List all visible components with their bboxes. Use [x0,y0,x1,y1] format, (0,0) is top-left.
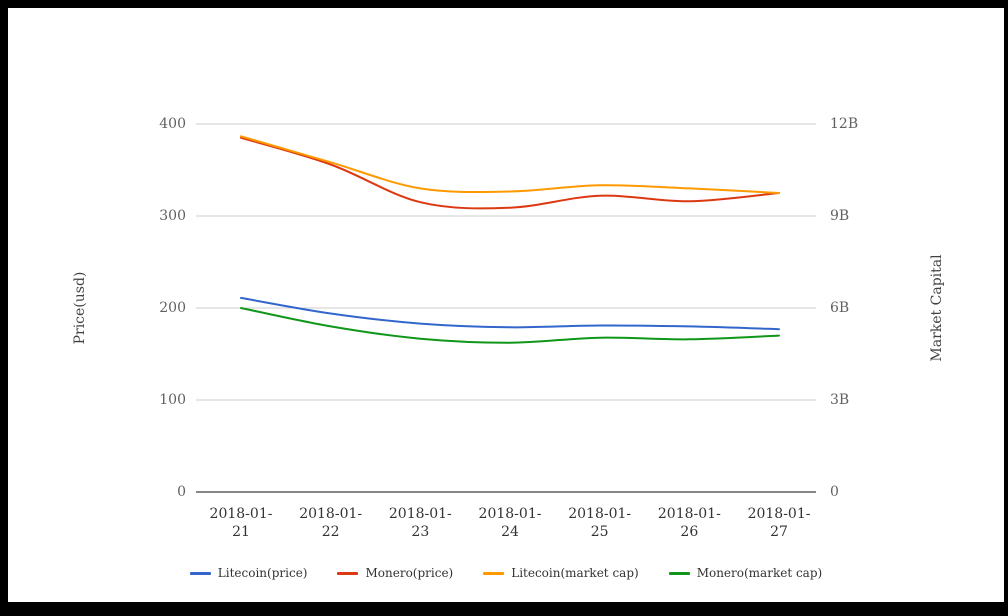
line-chart-plot-area[interactable] [8,8,1004,602]
y-tick-label-right: 6B [830,300,850,316]
legend-dash-icon [189,571,211,575]
x-tick-label: 2018-01- 21 [209,506,273,540]
y-tick-label-left: 300 [159,208,186,224]
y-axis-title-left: Price(usd) [72,271,88,345]
chart-legend: Litecoin(price) Monero(price) Litecoin(m… [8,566,1004,580]
y-tick-label-left: 100 [159,392,186,408]
chart-canvas: Price(usd) Market Capital 400 300 200 100 0 … [8,8,1004,602]
y-tick-label-left: 200 [159,300,186,316]
series-line-litecoin-price-[interactable] [240,296,780,331]
y-tick-label-right: 0 [830,484,839,500]
x-tick-label: 2018-01- 22 [299,506,363,540]
legend-label: Litecoin(market cap) [511,566,639,580]
legend-label: Litecoin(price) [217,566,308,580]
y-tick-label-right: 12B [830,116,859,132]
series-line-monero-market-cap-[interactable] [240,307,780,344]
legend-item-litecoin-price[interactable]: Litecoin(price) [189,566,308,580]
legend-item-litecoin-market-cap[interactable]: Litecoin(market cap) [483,566,639,580]
x-tick-label: 2018-01- 27 [747,506,811,540]
x-tick-label: 2018-01- 23 [388,506,452,540]
x-tick-label: 2018-01- 25 [568,506,632,540]
series-line-monero-price-[interactable] [240,136,780,210]
legend-dash-icon [668,571,690,575]
y-axis-title-right: Market Capital [929,254,945,362]
x-tick-label: 2018-01- 24 [478,506,542,540]
y-tick-label-right: 3B [830,392,850,408]
legend-label: Monero(market cap) [696,566,823,580]
y-tick-label-right: 9B [830,208,850,224]
legend-dash-icon [483,571,505,575]
x-tick-label: 2018-01- 26 [657,506,721,540]
legend-item-monero-market-cap[interactable]: Monero(market cap) [668,566,823,580]
legend-dash-icon [337,571,359,575]
y-tick-label-left: 0 [177,484,186,500]
legend-item-monero-price[interactable]: Monero(price) [337,566,453,580]
legend-label: Monero(price) [365,566,454,580]
series-line-litecoin-market-cap-[interactable] [240,135,780,194]
y-tick-label-left: 400 [159,116,186,132]
